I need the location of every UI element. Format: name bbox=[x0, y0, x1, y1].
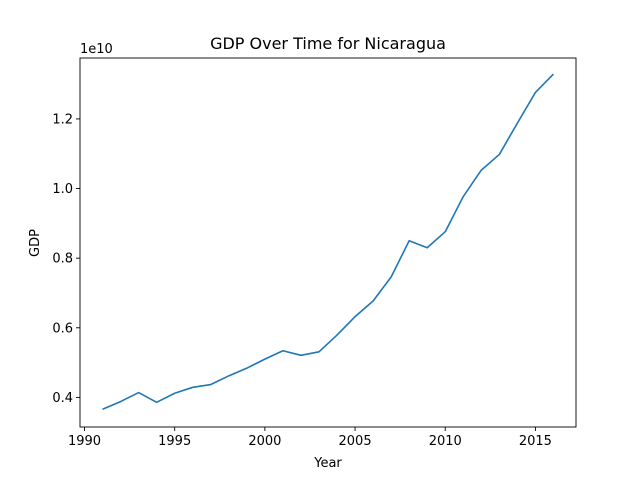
plot-area: 1990 1995 2000 2005 2010 2015 0.4 0.6 0.8 1.0 1.2 bbox=[52, 57, 577, 449]
x-axis-title: Year bbox=[313, 456, 342, 471]
y-tick-label: 0.4 bbox=[52, 391, 73, 406]
x-tick-label: 2015 bbox=[519, 434, 552, 449]
y-axis-title: GDP bbox=[28, 229, 43, 257]
x-tick-label: 1990 bbox=[68, 434, 101, 449]
y-tick-label: 0.6 bbox=[52, 321, 73, 336]
x-tick-label: 2005 bbox=[339, 434, 372, 449]
plot-frame bbox=[79, 57, 577, 428]
chart-title: GDP Over Time for Nicaragua bbox=[210, 34, 446, 53]
y-tick-label: 1.2 bbox=[52, 112, 73, 127]
x-tick-label: 2010 bbox=[429, 434, 462, 449]
gdp-series-line bbox=[102, 73, 555, 410]
x-tick-label: 1995 bbox=[158, 434, 191, 449]
y-tick-label: 1.0 bbox=[52, 182, 73, 197]
x-tick-label: 2000 bbox=[248, 434, 281, 449]
y-offset-label: 1e10 bbox=[80, 42, 113, 57]
y-tick-label: 0.8 bbox=[52, 252, 73, 267]
